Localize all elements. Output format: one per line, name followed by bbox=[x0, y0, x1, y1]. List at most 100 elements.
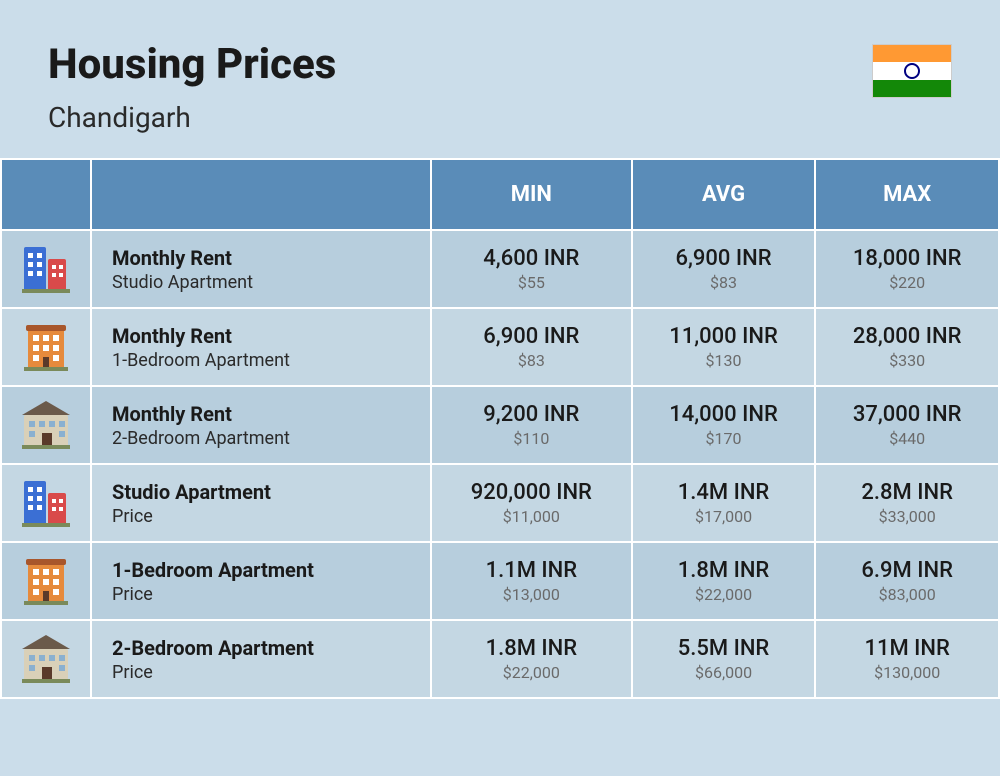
table-row: 1-Bedroom Apartment Price 1.1M INR $13,0… bbox=[1, 542, 999, 620]
avg-value: 1.4M INR bbox=[645, 480, 803, 505]
row-max-cell: 37,000 INR $440 bbox=[815, 386, 999, 464]
row-label-main: Monthly Rent bbox=[112, 402, 418, 426]
table-body: Monthly Rent Studio Apartment 4,600 INR … bbox=[1, 230, 999, 698]
row-label-main: Studio Apartment bbox=[112, 480, 418, 504]
min-value-usd: $83 bbox=[444, 351, 619, 370]
building-icon bbox=[10, 317, 82, 377]
row-avg-cell: 11,000 INR $130 bbox=[632, 308, 816, 386]
row-icon-cell bbox=[1, 308, 91, 386]
avg-value: 5.5M INR bbox=[645, 636, 803, 661]
max-value-usd: $33,000 bbox=[828, 507, 986, 526]
row-avg-cell: 1.8M INR $22,000 bbox=[632, 542, 816, 620]
row-label-sub: 1-Bedroom Apartment bbox=[112, 350, 418, 371]
flag-wheel-icon bbox=[904, 63, 920, 79]
col-avg: AVG bbox=[632, 159, 816, 230]
max-value: 18,000 INR bbox=[828, 246, 986, 271]
row-avg-cell: 6,900 INR $83 bbox=[632, 230, 816, 308]
row-avg-cell: 5.5M INR $66,000 bbox=[632, 620, 816, 698]
table-row: Monthly Rent 1-Bedroom Apartment 6,900 I… bbox=[1, 308, 999, 386]
max-value-usd: $130,000 bbox=[828, 663, 986, 682]
avg-value: 14,000 INR bbox=[645, 402, 803, 427]
max-value: 37,000 INR bbox=[828, 402, 986, 427]
row-min-cell: 4,600 INR $55 bbox=[431, 230, 632, 308]
row-max-cell: 11M INR $130,000 bbox=[815, 620, 999, 698]
row-min-cell: 6,900 INR $83 bbox=[431, 308, 632, 386]
row-icon-cell bbox=[1, 230, 91, 308]
min-value: 1.1M INR bbox=[444, 558, 619, 583]
avg-value: 1.8M INR bbox=[645, 558, 803, 583]
col-min: MIN bbox=[431, 159, 632, 230]
max-value: 2.8M INR bbox=[828, 480, 986, 505]
min-value: 4,600 INR bbox=[444, 246, 619, 271]
avg-value-usd: $83 bbox=[645, 273, 803, 292]
row-avg-cell: 14,000 INR $170 bbox=[632, 386, 816, 464]
header: Housing Prices Chandigarh bbox=[0, 0, 1000, 158]
max-value-usd: $440 bbox=[828, 429, 986, 448]
min-value: 9,200 INR bbox=[444, 402, 619, 427]
min-value-usd: $110 bbox=[444, 429, 619, 448]
avg-value: 11,000 INR bbox=[645, 324, 803, 349]
india-flag-icon bbox=[872, 44, 952, 98]
min-value: 920,000 INR bbox=[444, 480, 619, 505]
building-icon bbox=[10, 239, 82, 299]
table-row: Monthly Rent 2-Bedroom Apartment 9,200 I… bbox=[1, 386, 999, 464]
max-value-usd: $83,000 bbox=[828, 585, 986, 604]
min-value: 1.8M INR bbox=[444, 636, 619, 661]
building-icon bbox=[10, 629, 82, 689]
flag-stripe-bottom bbox=[873, 80, 951, 97]
row-max-cell: 18,000 INR $220 bbox=[815, 230, 999, 308]
avg-value-usd: $66,000 bbox=[645, 663, 803, 682]
row-label-cell: Monthly Rent 2-Bedroom Apartment bbox=[91, 386, 431, 464]
row-min-cell: 1.8M INR $22,000 bbox=[431, 620, 632, 698]
building-icon bbox=[10, 551, 82, 611]
avg-value-usd: $22,000 bbox=[645, 585, 803, 604]
table-row: Monthly Rent Studio Apartment 4,600 INR … bbox=[1, 230, 999, 308]
row-label-main: Monthly Rent bbox=[112, 246, 418, 270]
row-icon-cell bbox=[1, 464, 91, 542]
row-label-cell: Monthly Rent Studio Apartment bbox=[91, 230, 431, 308]
row-label-main: 1-Bedroom Apartment bbox=[112, 558, 418, 582]
col-label bbox=[91, 159, 431, 230]
table-row: Studio Apartment Price 920,000 INR $11,0… bbox=[1, 464, 999, 542]
max-value: 11M INR bbox=[828, 636, 986, 661]
min-value-usd: $11,000 bbox=[444, 507, 619, 526]
page: Housing Prices Chandigarh MIN AVG MAX bbox=[0, 0, 1000, 776]
table-row: 2-Bedroom Apartment Price 1.8M INR $22,0… bbox=[1, 620, 999, 698]
row-icon-cell bbox=[1, 542, 91, 620]
row-max-cell: 28,000 INR $330 bbox=[815, 308, 999, 386]
row-min-cell: 1.1M INR $13,000 bbox=[431, 542, 632, 620]
row-label-cell: 2-Bedroom Apartment Price bbox=[91, 620, 431, 698]
table-head: MIN AVG MAX bbox=[1, 159, 999, 230]
row-label-cell: Studio Apartment Price bbox=[91, 464, 431, 542]
flag-stripe-top bbox=[873, 45, 951, 62]
avg-value-usd: $17,000 bbox=[645, 507, 803, 526]
building-icon bbox=[10, 395, 82, 455]
max-value-usd: $330 bbox=[828, 351, 986, 370]
building-icon bbox=[10, 473, 82, 533]
col-max: MAX bbox=[815, 159, 999, 230]
page-subtitle: Chandigarh bbox=[48, 101, 336, 134]
row-label-cell: Monthly Rent 1-Bedroom Apartment bbox=[91, 308, 431, 386]
row-max-cell: 6.9M INR $83,000 bbox=[815, 542, 999, 620]
max-value: 28,000 INR bbox=[828, 324, 986, 349]
page-title: Housing Prices bbox=[48, 40, 336, 89]
row-min-cell: 9,200 INR $110 bbox=[431, 386, 632, 464]
avg-value: 6,900 INR bbox=[645, 246, 803, 271]
min-value: 6,900 INR bbox=[444, 324, 619, 349]
pricing-table: MIN AVG MAX Monthly Rent Studio Apartmen… bbox=[0, 158, 1000, 699]
min-value-usd: $13,000 bbox=[444, 585, 619, 604]
row-avg-cell: 1.4M INR $17,000 bbox=[632, 464, 816, 542]
row-label-sub: 2-Bedroom Apartment bbox=[112, 428, 418, 449]
row-label-main: Monthly Rent bbox=[112, 324, 418, 348]
row-label-sub: Price bbox=[112, 584, 418, 605]
row-label-sub: Studio Apartment bbox=[112, 272, 418, 293]
avg-value-usd: $130 bbox=[645, 351, 803, 370]
col-icon bbox=[1, 159, 91, 230]
row-label-main: 2-Bedroom Apartment bbox=[112, 636, 418, 660]
min-value-usd: $22,000 bbox=[444, 663, 619, 682]
row-max-cell: 2.8M INR $33,000 bbox=[815, 464, 999, 542]
row-label-sub: Price bbox=[112, 662, 418, 683]
max-value: 6.9M INR bbox=[828, 558, 986, 583]
row-label-cell: 1-Bedroom Apartment Price bbox=[91, 542, 431, 620]
title-block: Housing Prices Chandigarh bbox=[48, 40, 336, 134]
